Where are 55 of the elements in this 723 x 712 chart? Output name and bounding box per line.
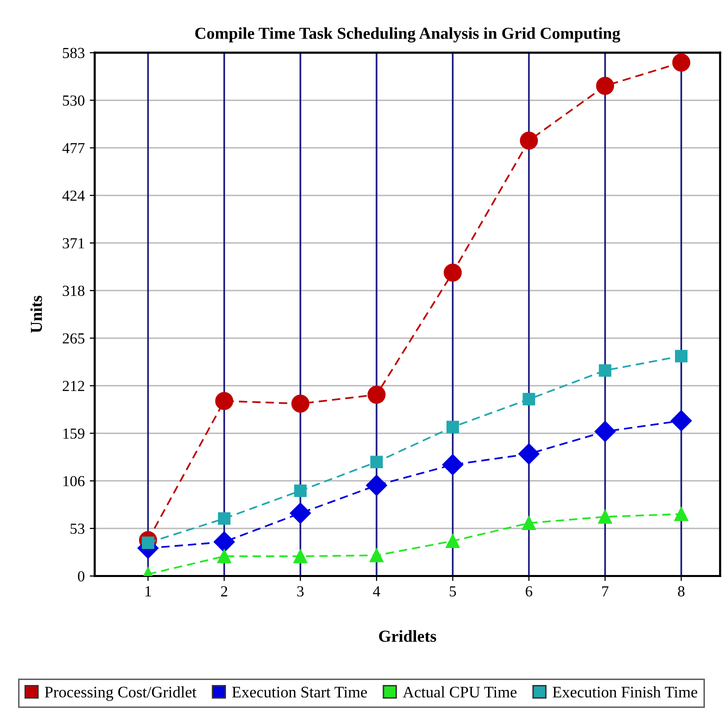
chart-title: Compile Time Task Scheduling Analysis in Grid Computing [195,27,620,42]
point [218,512,230,525]
y-tick-label: 212 [62,380,84,392]
y-tick-label: 0 [78,571,84,582]
point [444,264,462,282]
y-tick-label: 53 [70,524,84,534]
point [594,420,616,442]
point [368,386,386,404]
x-tick-label: 5 [450,586,456,596]
y-tick-label: 371 [62,238,84,248]
point [522,392,536,406]
y-tick-label: 159 [63,428,84,439]
point [674,507,688,522]
point [446,534,460,548]
x-tick-label: 2 [221,586,228,596]
point [214,531,235,552]
y-tick-label: 530 [62,95,84,106]
point [442,454,464,476]
point [670,410,692,432]
point [217,549,232,564]
point [370,456,383,468]
y-tick-label: 424 [62,190,85,201]
point [518,443,540,464]
legend-label: Execution Start Time [232,686,367,698]
x-axis-title: Gridlets [379,630,436,642]
point [596,76,614,95]
legend-label: Execution Finish Time [552,686,698,698]
x-tick-label: 7 [602,586,608,596]
y-axis-title: Units [30,296,42,333]
y-tick-label: 583 [62,48,84,58]
point [293,549,308,564]
legend-label: Processing Cost/Gridlet [44,686,196,701]
y-tick-label: 477 [62,143,85,154]
point [446,420,459,434]
legend-label: Actual CPU Time [402,686,517,698]
y-tick-label: 265 [62,333,84,344]
point [675,350,688,362]
y-tick-label: 106 [63,476,85,486]
point [520,132,538,150]
x-tick-label: 6 [526,586,532,596]
x-tick-label: 3 [297,586,304,596]
x-tick-label: 1 [146,586,151,596]
point [291,394,310,413]
point [598,510,612,524]
x-tick-label: 4 [373,586,380,596]
point [672,54,690,72]
point [370,548,384,562]
point [290,502,311,524]
point [522,516,536,530]
point [215,392,234,410]
x-tick-label: 8 [678,586,684,596]
point [598,364,612,377]
y-tick-label: 318 [62,286,84,296]
point [294,484,307,497]
point [366,474,388,496]
